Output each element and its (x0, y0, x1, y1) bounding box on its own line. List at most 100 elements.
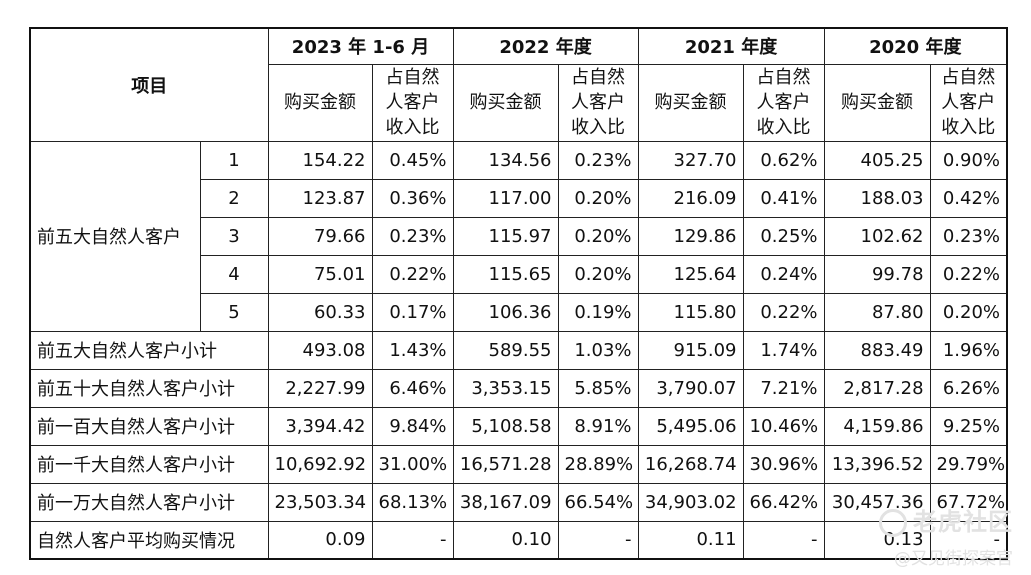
value-cell: 99.78 (823, 254, 931, 294)
row-label: 前五大自然人客户小计 (29, 330, 269, 370)
value-cell: 68.13% (371, 482, 454, 522)
value-cell: 5,108.58 (452, 406, 559, 446)
value-cell: 0.23% (371, 216, 454, 256)
header-row-metrics: 购买金额 占自然 人客户 收入比 购买金额 占自然 人客户 收入比 购买金额 占自然 人客户 收入比购… (30, 63, 1008, 142)
value-cell: 66.54% (557, 482, 639, 522)
value-cell: 4,159.86 (823, 406, 931, 446)
value-cell: 66.42% (742, 482, 825, 522)
value-cell: 0.23% (929, 216, 1008, 256)
value-cell: - (929, 520, 1008, 560)
value-cell: 23,503.34 (267, 482, 373, 522)
value-cell: 3,353.15 (452, 368, 559, 408)
value-cell: - (557, 520, 639, 560)
value-cell: 3,790.07 (637, 368, 744, 408)
value-cell: 0.62% (742, 140, 825, 180)
value-cell: 0.90% (929, 140, 1008, 180)
value-cell: 0.10 (452, 520, 559, 560)
row-label: 前五十大自然人客户小计 (29, 368, 269, 408)
ratio-header-line: 占自然 (385, 67, 440, 88)
value-cell: 154.22 (267, 140, 373, 180)
period-header: 2021 年度 (637, 27, 825, 65)
amount-header: 购买金额 (823, 63, 931, 142)
value-cell: 87.80 (823, 292, 931, 332)
ratio-header-line: 人客户 (941, 92, 996, 113)
value-cell: - (371, 520, 454, 560)
value-cell: 915.09 (637, 330, 744, 370)
value-cell: 0.45% (371, 140, 454, 180)
value-cell: 67.72% (929, 482, 1008, 522)
value-cell: 29.79% (929, 444, 1008, 484)
value-cell: 13,396.52 (823, 444, 931, 484)
value-cell: 123.87 (267, 178, 373, 218)
period-header: 2020 年度 (823, 27, 1008, 65)
ratio-header: 占自然 人客户 收入比 (371, 63, 454, 142)
value-cell: 0.22% (742, 292, 825, 332)
value-cell: 75.01 (267, 254, 373, 294)
table-row: 前五大自然人客户小计 493.08 1.43% 589.55 1.03% 915.09 1.… (29, 330, 1008, 370)
value-cell: 0.20% (557, 178, 639, 218)
value-cell: 0.42% (929, 178, 1008, 218)
ratio-header-line: 占自然 (941, 67, 996, 88)
rank-cell: 4 (199, 254, 269, 294)
value-cell: 0.13 (823, 520, 931, 560)
value-cell: 115.80 (637, 292, 744, 332)
value-cell: 28.89% (557, 444, 639, 484)
ratio-header: 占自然 人客户 收入比 (929, 63, 1008, 142)
value-cell: 0.22% (929, 254, 1008, 294)
value-cell: 102.62 (823, 216, 931, 256)
value-cell: 0.09 (267, 520, 373, 560)
value-cell: 6.26% (929, 368, 1008, 408)
value-cell: 7.21% (742, 368, 825, 408)
value-cell: 16,268.74 (637, 444, 744, 484)
value-cell: 0.36% (371, 178, 454, 218)
ratio-header-line: 人客户 (571, 92, 626, 113)
value-cell: 134.56 (452, 140, 559, 180)
row-label: 前一百大自然人客户小计 (29, 406, 269, 446)
ratio-header-line: 收入比 (571, 117, 626, 138)
value-cell: 6.46% (371, 368, 454, 408)
table-row: 前五十大自然人客户小计 2,227.99 6.46% 3,353.15 5.85% 3,7… (29, 368, 1008, 408)
table-row: 5 60.33 0.17% 106.36 0.19% 115.80 0.22% 87.80 0.… (30, 292, 1008, 332)
value-cell: 405.25 (823, 140, 931, 180)
row-label: 前一万大自然人客户小计 (29, 482, 269, 522)
value-cell: 30.96% (742, 444, 825, 484)
value-cell: 79.66 (267, 216, 373, 256)
value-cell: 0.11 (637, 520, 744, 560)
rank-cell: 2 (199, 178, 269, 218)
value-cell: 3,394.42 (267, 406, 373, 446)
ratio-header-line: 占自然 (756, 67, 811, 88)
value-cell: 9.25% (929, 406, 1008, 446)
value-cell: 5.85% (557, 368, 639, 408)
value-cell: 0.20% (557, 216, 639, 256)
value-cell: 589.55 (452, 330, 559, 370)
value-cell: 125.64 (637, 254, 744, 294)
value-cell: 1.74% (742, 330, 825, 370)
value-cell: 216.09 (637, 178, 744, 218)
table-row: 自然人客户平均购买情况 0.09-0.10-0.11-0.13- (29, 520, 1008, 560)
value-cell: 129.86 (637, 216, 744, 256)
value-cell: 1.03% (557, 330, 639, 370)
rank-cell: 1 (199, 140, 269, 180)
period-header: 2022 年度 (452, 27, 639, 65)
rank-cell: 5 (199, 292, 269, 332)
ratio-header: 占自然 人客户 收入比 (742, 63, 825, 142)
item-header: 项目 (29, 27, 269, 142)
value-cell: 0.41% (742, 178, 825, 218)
table-row: 4 75.01 0.22% 115.65 0.20% 125.64 0.24% 99.78 0.… (30, 254, 1008, 294)
value-cell: 115.65 (452, 254, 559, 294)
value-cell: 10.46% (742, 406, 825, 446)
ratio-header-line: 人客户 (385, 92, 440, 113)
value-cell: 31.00% (371, 444, 454, 484)
value-cell: 0.24% (742, 254, 825, 294)
table-row: 2 123.87 0.36% 117.00 0.20% 216.09 0.41% 188.03… (30, 178, 1008, 218)
value-cell: 2,227.99 (267, 368, 373, 408)
value-cell: 34,903.02 (637, 482, 744, 522)
value-cell: 188.03 (823, 178, 931, 218)
value-cell: 1.96% (929, 330, 1008, 370)
amount-header: 购买金额 (452, 63, 559, 142)
value-cell: 327.70 (637, 140, 744, 180)
group-label: 前五大自然人客户 (29, 140, 201, 332)
ratio-header-line: 人客户 (756, 92, 811, 113)
value-cell: 115.97 (452, 216, 559, 256)
row-label: 自然人客户平均购买情况 (29, 520, 269, 560)
